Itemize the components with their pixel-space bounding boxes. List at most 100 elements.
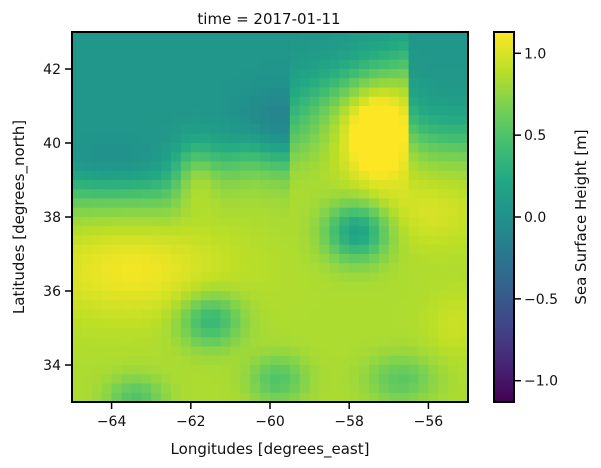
- heatmap-cell: [250, 291, 261, 301]
- heatmap-cell: [260, 346, 271, 357]
- heatmap-cell: [260, 365, 271, 375]
- heatmap-cell: [309, 198, 321, 209]
- heatmap-cell: [91, 365, 103, 375]
- heatmap-cell: [171, 59, 182, 70]
- heatmap-cell: [131, 106, 142, 116]
- heatmap-cell: [299, 198, 311, 209]
- heatmap-cell: [329, 291, 340, 301]
- heatmap-cell: [289, 392, 301, 403]
- heatmap-cell: [121, 161, 132, 172]
- heatmap-cell: [230, 254, 241, 264]
- heatmap-cell: [299, 291, 311, 301]
- heatmap-cell: [388, 217, 400, 227]
- heatmap-cell: [270, 87, 281, 98]
- heatmap-cell: [398, 41, 410, 52]
- heatmap-cell: [388, 152, 400, 163]
- heatmap-cell: [448, 143, 459, 153]
- heatmap-cell: [289, 244, 301, 255]
- heatmap-cell: [279, 161, 291, 172]
- heatmap-cell: [270, 96, 281, 107]
- heatmap-cell: [81, 346, 93, 357]
- heatmap-cell: [458, 355, 469, 366]
- heatmap-cell: [171, 124, 182, 135]
- heatmap-cell: [279, 355, 291, 366]
- heatmap-cell: [210, 355, 222, 366]
- heatmap-cell: [141, 161, 152, 172]
- heatmap-cell: [260, 291, 271, 301]
- heatmap-cell: [329, 161, 340, 172]
- heatmap-cell: [240, 291, 251, 301]
- heatmap-cell: [72, 133, 83, 144]
- heatmap-cell: [408, 272, 420, 283]
- heatmap-cell: [161, 180, 172, 190]
- x-tick-label: −56: [414, 414, 444, 430]
- heatmap-cell: [111, 170, 123, 181]
- heatmap-cell: [289, 217, 301, 227]
- heatmap-cell: [101, 272, 113, 283]
- heatmap-cell: [240, 318, 251, 329]
- heatmap-cell: [240, 115, 251, 126]
- heatmap-cell: [240, 346, 251, 357]
- heatmap-cell: [190, 170, 202, 181]
- heatmap-cell: [91, 235, 103, 246]
- heatmap-cell: [81, 207, 93, 218]
- heatmap-cell: [190, 383, 202, 394]
- heatmap-cell: [190, 115, 202, 126]
- heatmap-cell: [240, 392, 251, 403]
- heatmap-cell: [210, 115, 222, 126]
- heatmap-cell: [309, 346, 321, 357]
- heatmap-cell: [151, 226, 162, 237]
- heatmap-cell: [141, 41, 152, 52]
- heatmap-cell: [121, 300, 132, 311]
- heatmap-cell: [260, 152, 271, 163]
- heatmap-cell: [131, 32, 142, 42]
- heatmap-cell: [299, 96, 311, 107]
- heatmap-cell: [91, 355, 103, 366]
- heatmap-cell: [359, 254, 370, 264]
- heatmap-cell: [309, 207, 321, 218]
- heatmap-cell: [359, 78, 370, 89]
- heatmap-cell: [111, 337, 123, 348]
- heatmap-cell: [270, 152, 281, 163]
- heatmap-cell: [448, 244, 459, 255]
- heatmap-cell: [388, 59, 400, 70]
- heatmap-cell: [309, 263, 321, 274]
- heatmap-cell: [418, 244, 429, 255]
- heatmap-cell: [309, 244, 321, 255]
- heatmap-cell: [200, 272, 212, 283]
- heatmap-cell: [418, 235, 429, 246]
- heatmap-cell: [111, 254, 123, 264]
- heatmap-cell: [418, 32, 429, 42]
- heatmap-cell: [81, 272, 93, 283]
- heatmap-cell: [438, 383, 449, 394]
- heatmap-cell: [200, 106, 212, 116]
- heatmap-cell: [458, 78, 469, 89]
- heatmap-cell: [339, 235, 350, 246]
- heatmap-cell: [359, 41, 370, 52]
- heatmap-cell: [319, 96, 330, 107]
- heatmap-cell: [180, 226, 192, 237]
- heatmap-cell: [309, 365, 321, 375]
- heatmap-cell: [161, 69, 172, 79]
- heatmap-cell: [101, 180, 113, 190]
- heatmap-cell: [260, 143, 271, 153]
- heatmap-cell: [369, 346, 380, 357]
- heatmap-cell: [299, 235, 311, 246]
- heatmap-cell: [260, 96, 271, 107]
- heatmap-cell: [329, 96, 340, 107]
- heatmap-cell: [250, 355, 261, 366]
- heatmap-cell: [81, 254, 93, 264]
- heatmap-cell: [369, 152, 380, 163]
- heatmap-cell: [91, 59, 103, 70]
- heatmap-cell: [398, 217, 410, 227]
- heatmap-cell: [398, 198, 410, 209]
- x-tick-label: −62: [176, 414, 206, 430]
- heatmap-cell: [339, 217, 350, 227]
- heatmap-cell: [121, 244, 132, 255]
- heatmap-cell: [230, 235, 241, 246]
- heatmap-cell: [200, 189, 212, 200]
- heatmap-cell: [349, 50, 360, 61]
- heatmap-cell: [349, 124, 360, 135]
- heatmap-cell: [289, 50, 301, 61]
- heatmap-cell: [438, 198, 449, 209]
